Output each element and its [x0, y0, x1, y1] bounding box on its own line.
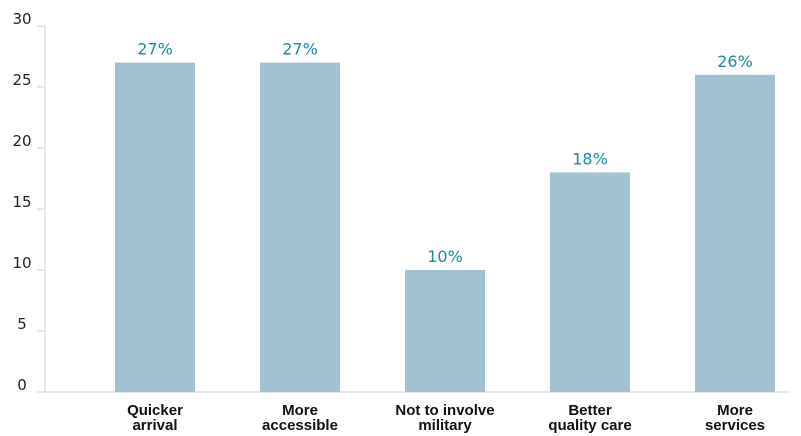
x-category-label: More services: [705, 402, 765, 434]
y-tick-label: 5: [17, 315, 27, 333]
data-labels: 27% 27% 10% 18% 26%: [137, 40, 753, 266]
data-label: 10%: [427, 247, 463, 266]
data-label: 27%: [137, 40, 173, 59]
y-tick-label: 10: [12, 254, 31, 272]
bar: [115, 62, 195, 392]
bar: [405, 270, 485, 392]
y-axis-ticks: 0 5 10 15 20 25 30: [12, 10, 45, 394]
y-tick-label: 25: [12, 71, 31, 89]
bar: [695, 74, 775, 393]
x-category-label: Quicker arrival: [127, 402, 183, 434]
x-category-label: More accessible: [262, 402, 338, 434]
x-category-label: Better quality care: [548, 402, 631, 434]
bar: [550, 172, 630, 392]
x-category-label: Not to involve military: [395, 402, 494, 434]
y-tick-label: 0: [17, 376, 27, 394]
y-tick-label: 15: [12, 193, 31, 211]
y-tick-label: 30: [12, 10, 31, 28]
data-label: 18%: [572, 149, 608, 168]
y-tick-label: 20: [12, 132, 31, 150]
data-label: 26%: [717, 52, 753, 71]
category-labels: Quicker arrival More accessible Not to invol…: [127, 402, 765, 434]
bar: [260, 62, 340, 392]
data-label: 27%: [282, 40, 318, 59]
bars: [115, 62, 775, 393]
